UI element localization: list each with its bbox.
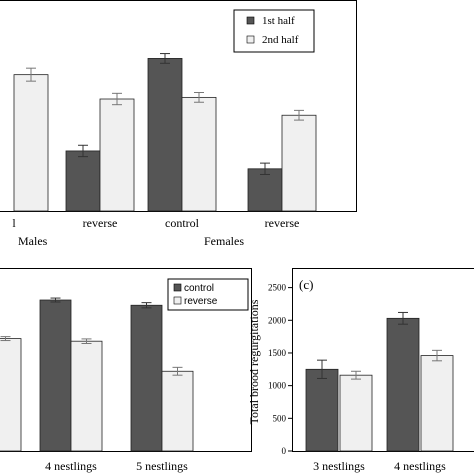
error-bar-1st-half-3 — [260, 162, 270, 175]
x-tick-label-3-nestlings: 3 nestlings — [313, 459, 365, 473]
bar-1st-half-control-2 — [147, 58, 183, 212]
error-bar-2nd-half-1 — [112, 92, 122, 106]
bar-1st-half-reverse-3 — [247, 168, 283, 212]
error-bar-reverse-1 — [81, 338, 92, 344]
bar-2nd-half-control-2 — [181, 96, 217, 212]
error-bar-reverse-0 — [0, 336, 11, 342]
legend-label-reverse: reverse — [184, 296, 218, 307]
error-bar-reverse-0 — [351, 370, 361, 380]
group-label-females: Females — [204, 234, 244, 248]
x-tick-label-reverse: reverse — [83, 216, 118, 230]
error-bar-2nd-half-0 — [26, 67, 36, 82]
y-tick-label-500: 500 — [273, 413, 287, 423]
legend-swatch-control — [173, 283, 182, 292]
legend-swatch-reverse — [173, 296, 182, 305]
legend: control reverse — [167, 278, 249, 311]
bar-reverse-4-nestlings-1 — [420, 355, 454, 452]
legend-swatch-2nd-half — [246, 35, 255, 44]
bar-control-4-nestlings-1 — [386, 317, 420, 452]
group-label-males: Males — [18, 234, 48, 248]
x-tick-label-l: l — [12, 216, 16, 230]
legend-label-2nd-half: 2nd half — [262, 34, 299, 46]
error-bar-1st-half-1 — [78, 144, 88, 158]
y-tick-label-1500: 1500 — [268, 348, 287, 358]
legend-label-control: control — [184, 283, 214, 294]
bar-control-5-nestlings-2 — [130, 304, 163, 452]
bar-2nd-half-control-0 — [13, 74, 49, 212]
error-bar-control-1 — [398, 311, 408, 325]
x-tick-label-control: control — [165, 216, 200, 230]
bar-control-3-nestlings-0 — [305, 368, 339, 452]
bar-1st-half-reverse-1 — [65, 150, 101, 212]
error-bar-reverse-2 — [172, 366, 183, 376]
y-tick-label-2500: 2500 — [268, 283, 287, 293]
panel-label-c: (c) — [299, 277, 313, 292]
error-bar-reverse-1 — [432, 349, 442, 362]
x-tick-label-4-nestlings: 4 nestlings — [394, 459, 446, 473]
error-bar-1st-half-2 — [160, 53, 170, 64]
bar-reverse-4-nestlings-1 — [70, 340, 103, 452]
x-tick-label-5-nestlings: 5 nestlings — [136, 459, 188, 473]
x-tick-label-reverse: reverse — [265, 216, 300, 230]
panel-a: l reverse control reverse 1st half 2nd half… — [0, 0, 357, 248]
bar-reverse-5-nestlings-2 — [161, 370, 194, 452]
y-tick-label-1000: 1000 — [268, 381, 287, 391]
panel-c: 0 500 1000 1500 2000 2500 3 nestlings 4 nestli… — [247, 268, 474, 473]
error-bar-control-1 — [50, 297, 61, 303]
y-tick-label-0: 0 — [282, 446, 287, 456]
y-tick-label-2000: 2000 — [268, 315, 287, 325]
error-bar-control-2 — [141, 302, 152, 309]
y-axis-title: Total brood regurgitations — [247, 299, 261, 424]
bar-reverse-3-nestlings-0 — [339, 374, 373, 452]
legend: 1st half 2nd half — [233, 9, 315, 53]
error-bar-2nd-half-3 — [294, 109, 304, 121]
error-bar-2nd-half-2 — [194, 92, 204, 103]
x-tick-label-4-nestlings: 4 nestlings — [45, 459, 97, 473]
bar-reverse-nestlings-0 — [0, 338, 22, 452]
error-bar-control-0 — [317, 359, 327, 379]
bar-control-4-nestlings-1 — [39, 299, 72, 452]
legend-label-1st-half: 1st half — [262, 15, 295, 27]
bar-2nd-half-reverse-3 — [281, 114, 317, 212]
legend-swatch-1st-half — [246, 16, 255, 25]
bar-2nd-half-reverse-1 — [99, 98, 135, 212]
